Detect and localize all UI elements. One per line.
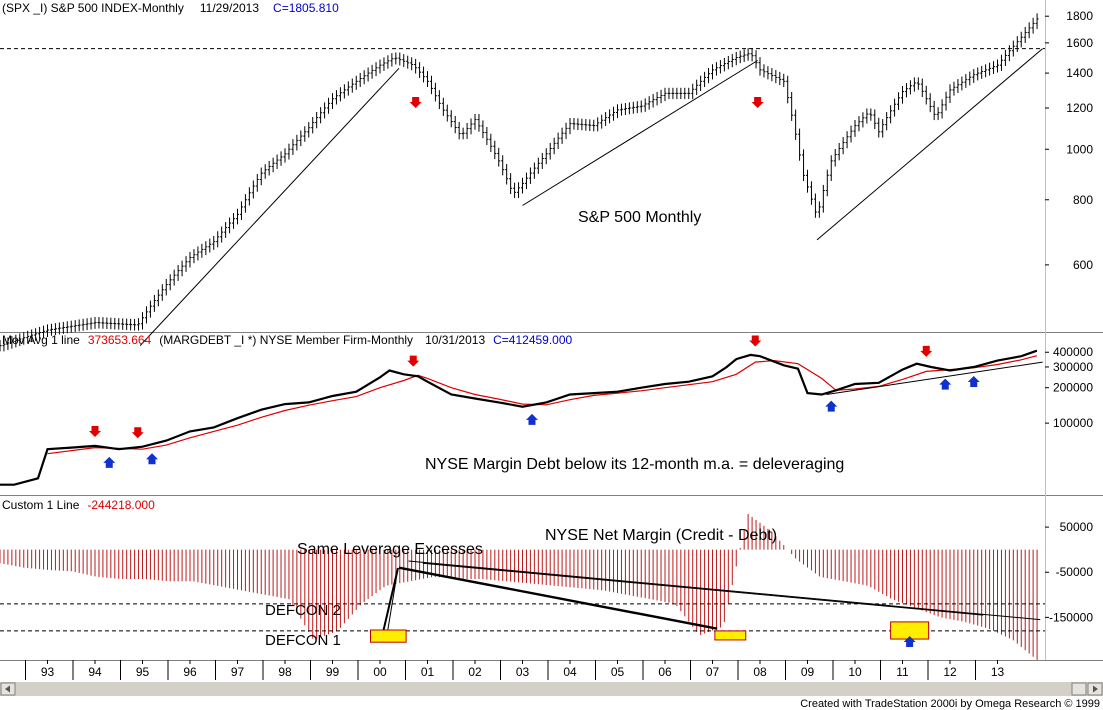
x-tick-label: 00 bbox=[373, 665, 387, 679]
price-header-symbol: (SPX _I) S&P 500 INDEX-Monthly bbox=[2, 1, 184, 15]
price-tick-label: 1200 bbox=[1066, 101, 1093, 115]
scroll-thumb[interactable] bbox=[1071, 682, 1087, 696]
x-tick-label: 93 bbox=[41, 665, 55, 679]
scroll-left-arrow-icon bbox=[5, 685, 10, 693]
price-plot bbox=[0, 13, 1045, 352]
x-tick-label: 06 bbox=[658, 665, 672, 679]
margin-tick-label: 100000 bbox=[1053, 416, 1093, 430]
margin-debt-plot bbox=[0, 335, 1043, 486]
leverage-pointer-line bbox=[380, 567, 399, 642]
price-tick-label: 1600 bbox=[1066, 36, 1093, 50]
margin-header-study: Mov Avg 1 line bbox=[2, 333, 80, 347]
x-tick-label: 03 bbox=[516, 665, 530, 679]
net-margin-plot bbox=[0, 513, 1045, 660]
price-panel[interactable] bbox=[0, 0, 1045, 332]
price-tick-label: 800 bbox=[1073, 193, 1093, 207]
down-arrow-icon bbox=[409, 97, 422, 108]
margin-annotation: NYSE Margin Debt below its 12-month m.a.… bbox=[425, 456, 844, 473]
margin-tick-label: 200000 bbox=[1053, 381, 1093, 395]
price-tick-label: 600 bbox=[1073, 258, 1093, 272]
x-tick-label: 10 bbox=[848, 665, 862, 679]
trendline bbox=[422, 562, 984, 616]
margin-header-close: C=412459.000 bbox=[493, 333, 572, 347]
down-arrow-icon bbox=[751, 97, 764, 108]
margin-header-date: 10/31/2013 bbox=[425, 333, 485, 347]
excess-highlight-box bbox=[714, 630, 747, 641]
price-tick-label: 1000 bbox=[1066, 142, 1093, 156]
up-arrow-icon bbox=[146, 453, 158, 465]
scroll-right-arrow-icon bbox=[1093, 685, 1098, 693]
x-tick-label: 96 bbox=[183, 665, 197, 679]
price-header-date: 11/29/2013 bbox=[200, 1, 259, 15]
net-margin-tick-label: -50000 bbox=[1056, 565, 1094, 579]
margin-debt-line bbox=[0, 349, 1038, 486]
down-arrow-icon bbox=[89, 425, 101, 437]
up-arrow-icon bbox=[939, 378, 952, 390]
price-annotation: S&P 500 Monthly bbox=[578, 209, 701, 226]
footer-credit: Created with TradeStation 2000i by Omega… bbox=[800, 698, 1100, 710]
trendline bbox=[522, 60, 758, 206]
up-arrow-icon bbox=[825, 400, 838, 412]
x-tick-label: 08 bbox=[753, 665, 767, 679]
price-tick-label: 1400 bbox=[1066, 66, 1093, 80]
price-header: (SPX _I) S&P 500 INDEX-Monthly 11/29/2013… bbox=[2, 1, 339, 15]
margin-tick-label: 300000 bbox=[1053, 360, 1093, 374]
trendline bbox=[398, 566, 718, 630]
margin-header-symbol: (MARGDEBT _I *) NYSE Member Firm-Monthly bbox=[159, 333, 413, 347]
net-margin-tick-label: -150000 bbox=[1049, 610, 1093, 624]
down-arrow-icon bbox=[131, 427, 144, 439]
price-header-close: C=1805.810 bbox=[273, 1, 339, 15]
up-arrow-icon bbox=[526, 413, 538, 425]
same-leverage-annotation: Same Leverage Excesses bbox=[297, 541, 483, 558]
horizontal-scrollbar[interactable] bbox=[0, 682, 1103, 696]
x-tick-label: 05 bbox=[611, 665, 625, 679]
down-arrow-icon bbox=[749, 335, 762, 347]
x-tick-label: 97 bbox=[231, 665, 245, 679]
down-arrow-icon bbox=[920, 345, 933, 357]
defcon2-label: DEFCON 2 bbox=[265, 602, 341, 619]
x-tick-label: 02 bbox=[468, 665, 482, 679]
x-tick-label: 09 bbox=[801, 665, 815, 679]
net-header-study: Custom 1 Line bbox=[2, 498, 80, 512]
margin-tick-label: 400000 bbox=[1053, 345, 1093, 359]
x-axis: 93 94 95 96 97 98 99 00 01 02 03 04 05 06 07 08 09 10 11 12… bbox=[25, 660, 1005, 680]
defcon1-label: DEFCON 1 bbox=[265, 632, 341, 649]
excess-highlight-box bbox=[370, 629, 407, 643]
margin-header: Mov Avg 1 line 373653.664 (MARGDEBT _I *) … bbox=[2, 333, 573, 347]
x-tick-label: 95 bbox=[136, 665, 150, 679]
x-tick-label: 12 bbox=[943, 665, 957, 679]
margin-debt-panel[interactable] bbox=[0, 333, 1045, 495]
x-tick-label: 13 bbox=[991, 665, 1005, 679]
margin-header-study-value: 373653.664 bbox=[88, 333, 152, 347]
x-tick-label: 07 bbox=[706, 665, 720, 679]
net-header: Custom 1 Line -244218.000 bbox=[2, 498, 155, 512]
up-arrow-icon bbox=[967, 375, 980, 387]
net-title-annotation: NYSE Net Margin (Credit - Debt) bbox=[545, 527, 777, 544]
x-tick-label: 98 bbox=[278, 665, 292, 679]
trendline bbox=[408, 560, 1041, 621]
trendline bbox=[816, 48, 1043, 241]
net-margin-tick-label: 50000 bbox=[1060, 520, 1094, 534]
x-tick-label: 11 bbox=[896, 665, 909, 679]
down-arrow-icon bbox=[407, 355, 420, 367]
net-header-study-value: -244218.000 bbox=[87, 498, 155, 512]
price-tick-label: 1800 bbox=[1066, 9, 1093, 23]
trendline bbox=[826, 361, 1043, 396]
trendline bbox=[139, 67, 400, 346]
up-arrow-icon bbox=[903, 636, 916, 647]
x-tick-label: 04 bbox=[563, 665, 577, 679]
x-tick-label: 01 bbox=[421, 665, 435, 679]
x-tick-label: 94 bbox=[88, 665, 102, 679]
x-tick-label: 99 bbox=[326, 665, 340, 679]
leverage-pointer-line bbox=[385, 567, 399, 642]
up-arrow-icon bbox=[103, 456, 116, 468]
